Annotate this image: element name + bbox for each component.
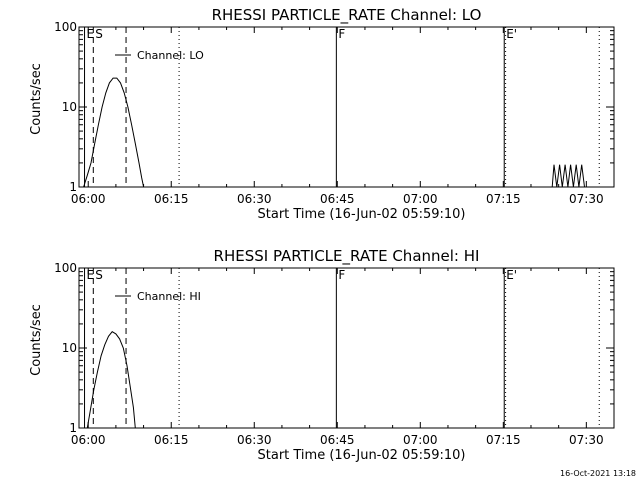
x-axis-label: Start Time (16-Jun-02 05:59:10) <box>258 207 466 222</box>
event-marker-label: E <box>87 268 95 282</box>
y-axis-label: Counts/sec <box>29 304 44 376</box>
y-tick-label: 100 <box>54 20 77 34</box>
event-marker-label: F <box>338 27 345 41</box>
event-marker-label: E' <box>506 27 517 41</box>
x-tick-label: 06:30 <box>237 192 272 206</box>
plot-timestamp: 16-Oct-2021 13:18 <box>560 469 636 478</box>
x-tick-label: 06:45 <box>320 433 355 447</box>
legend-label: Channel: HI <box>137 290 201 303</box>
x-tick-label: 06:45 <box>320 192 355 206</box>
y-tick-label: 1 <box>69 180 77 194</box>
event-marker-label: S <box>95 27 103 41</box>
x-tick-label: 07:30 <box>569 192 604 206</box>
x-tick-label: 07:00 <box>403 192 438 206</box>
series-line <box>83 77 145 188</box>
x-tick-label: 06:30 <box>237 433 272 447</box>
x-tick-label: 07:15 <box>486 192 521 206</box>
x-tick-label: 07:30 <box>569 433 604 447</box>
series-line <box>86 331 136 429</box>
event-marker-label: F <box>338 268 345 282</box>
x-tick-label: 06:00 <box>71 192 106 206</box>
legend-label: Channel: LO <box>137 49 204 62</box>
x-tick-label: 06:15 <box>154 192 189 206</box>
x-tick-label: 06:00 <box>71 433 106 447</box>
x-axis-label: Start Time (16-Jun-02 05:59:10) <box>258 448 466 463</box>
y-axis-label: Counts/sec <box>29 63 44 135</box>
event-marker-label: E <box>87 27 95 41</box>
x-tick-label: 06:15 <box>154 433 189 447</box>
y-tick-label: 100 <box>54 261 77 275</box>
x-tick-label: 07:00 <box>403 433 438 447</box>
chart-title: RHESSI PARTICLE_RATE Channel: LO <box>212 6 482 25</box>
series-line <box>551 164 585 188</box>
event-marker-label: E' <box>506 268 517 282</box>
chart-panel-hi: RHESSI PARTICLE_RATE Channel: HI 06:00 06:… <box>29 247 615 463</box>
chart-panel-lo: RHESSI PARTICLE_RATE Channel: LO 06:00 06:… <box>29 6 615 222</box>
x-tick-label: 07:15 <box>486 433 521 447</box>
y-tick-label: 1 <box>69 421 77 435</box>
chart-title: RHESSI PARTICLE_RATE Channel: HI <box>214 247 480 266</box>
event-marker-label: S <box>95 268 103 282</box>
y-tick-label: 10 <box>62 341 77 355</box>
y-tick-label: 10 <box>62 100 77 114</box>
